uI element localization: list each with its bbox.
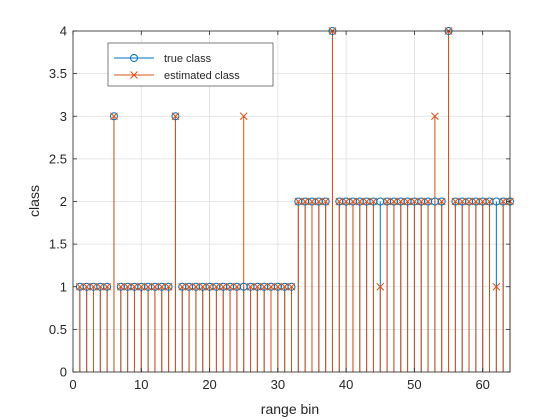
estimated-class-marker: [164, 282, 173, 291]
estimated-class-marker: [424, 197, 432, 206]
y-tick-label: 0: [60, 365, 67, 380]
x-tick-label: 10: [134, 377, 148, 392]
estimated-class-marker: [89, 282, 98, 291]
legend: true class estimated class: [107, 42, 274, 87]
estimated-class-marker: [260, 282, 269, 291]
true-class-marker: [164, 282, 173, 291]
estimated-class-marker: [273, 282, 282, 291]
estimated-class-marker: [478, 197, 487, 206]
estimated-class-marker: [410, 197, 419, 206]
data-markers: [75, 27, 514, 291]
estimated-class-marker: [253, 282, 262, 291]
estimated-class-marker: [198, 282, 207, 291]
estimated-class-marker: [458, 197, 467, 206]
estimated-class-marker: [294, 197, 303, 206]
estimated-class-marker: [287, 282, 296, 291]
estimated-class-marker: [110, 112, 118, 121]
legend-label-estimated-class: estimated class: [164, 70, 240, 82]
estimated-class-marker: [171, 112, 180, 121]
estimated-class-marker: [82, 282, 91, 291]
y-tick-label: 3.5: [49, 66, 67, 81]
estimated-class-marker: [403, 197, 412, 206]
estimated-class-marker: [280, 282, 289, 291]
estimated-class-marker: [226, 282, 234, 291]
estimated-class-marker: [308, 197, 316, 206]
estimated-class-marker: [321, 197, 330, 206]
estimated-class-marker: [349, 197, 357, 206]
estimated-class-marker: [233, 282, 241, 291]
y-tick-label: 2: [60, 194, 67, 209]
estimated-class-marker: [465, 197, 473, 206]
y-tick-label: 2.5: [49, 151, 67, 166]
data-stems: [79, 31, 511, 372]
x-tick-label: 20: [202, 377, 216, 392]
estimated-class-marker: [369, 197, 378, 206]
y-axis-label: class: [26, 185, 42, 217]
estimated-class-marker: [396, 197, 405, 206]
y-tick-label: 3: [60, 109, 67, 124]
estimated-class-marker: [499, 197, 508, 206]
true-class-marker: [109, 112, 118, 121]
estimated-class-marker: [301, 197, 310, 206]
estimated-class-marker: [335, 197, 344, 206]
estimated-class-marker: [239, 112, 248, 121]
estimated-class-marker: [212, 282, 221, 291]
estimated-class-marker: [130, 282, 139, 291]
estimated-class-marker: [185, 282, 193, 291]
estimated-class-marker: [355, 197, 364, 206]
estimated-class-marker: [192, 282, 200, 291]
true-class-marker: [437, 197, 446, 206]
estimated-class-marker: [492, 282, 501, 291]
estimated-class-marker: [362, 197, 371, 206]
estimated-class-marker: [123, 282, 132, 291]
estimated-class-marker: [451, 197, 460, 206]
legend-estimated-class-marker: [130, 71, 138, 79]
estimated-class-marker: [157, 282, 166, 291]
y-tick-label: 0.5: [49, 322, 67, 337]
true-class-marker: [171, 112, 180, 121]
estimated-class-marker: [246, 282, 255, 291]
estimated-class-marker: [417, 197, 426, 206]
estimated-class-marker: [383, 197, 391, 206]
legend-box: [107, 42, 274, 87]
estimated-class-marker: [144, 282, 152, 291]
true-class-marker: [287, 282, 296, 291]
estimated-class-marker: [314, 197, 323, 206]
estimated-class-marker: [137, 282, 146, 291]
estimated-class-marker: [376, 282, 385, 291]
y-tick-label: 1.5: [49, 237, 67, 252]
x-tick-label: 60: [475, 377, 489, 392]
true-class-marker: [321, 197, 330, 206]
true-class-marker: [103, 282, 112, 291]
x-tick-label: 30: [271, 377, 285, 392]
estimated-class-marker: [437, 197, 446, 206]
y-tick-label: 4: [60, 24, 67, 39]
estimated-class-marker: [116, 282, 125, 291]
plot-axes: 0 10 20 30 40 50 60 0 0.5 1 1.5 2 2.5 3 3.5 4: [49, 24, 514, 392]
legend-true-class-marker: [130, 54, 138, 62]
estimated-class-marker: [390, 197, 398, 206]
estimated-class-marker: [205, 282, 214, 291]
estimated-class-marker: [151, 282, 159, 291]
estimated-class-marker: [75, 282, 84, 291]
estimated-class-marker: [178, 282, 187, 291]
x-axis-label: range bin: [261, 401, 319, 417]
x-tick-label: 50: [407, 377, 421, 392]
estimated-class-marker: [472, 197, 480, 206]
y-tick-label: 1: [60, 279, 67, 294]
estimated-class-marker: [96, 282, 105, 291]
estimated-class-marker: [103, 282, 111, 291]
legend-label-true-class: true class: [164, 53, 212, 65]
estimated-class-marker: [431, 112, 439, 121]
estimated-class-marker: [485, 197, 494, 206]
x-tick-label: 0: [69, 377, 76, 392]
estimated-class-marker: [219, 282, 228, 291]
axis-ticks: 0 10 20 30 40 50 60 0 0.5 1 1.5 2 2.5 3 3.5 4: [49, 24, 510, 392]
estimated-class-marker: [267, 282, 275, 291]
x-tick-label: 40: [339, 377, 353, 392]
estimated-class-marker: [342, 197, 350, 206]
